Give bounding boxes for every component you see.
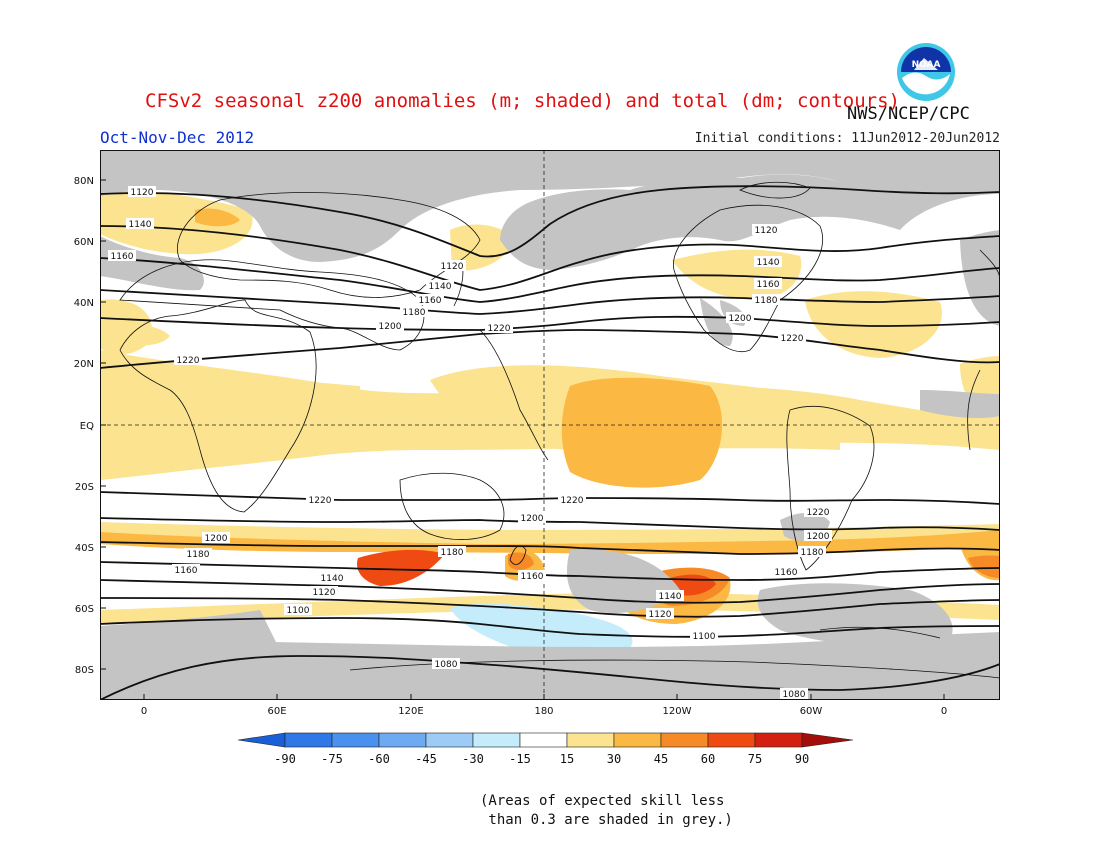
contour-label-1220-pacific: 1220 [488,324,511,334]
colorbar-swatch [331,732,380,748]
lon-label-120w: 120W [663,706,692,717]
colorbar-swatch [613,732,662,748]
lat-label-20s: 20S [75,482,94,493]
contour-label-1220-south-3: 1220 [807,508,830,518]
contour-label-1160-south: 1160 [175,566,198,576]
colorbar-label: -60 [368,752,390,766]
lat-label-60s: 60S [75,604,94,615]
contour-label-1140-south: 1140 [321,574,344,584]
forecast-period: Oct-Nov-Dec 2012 [100,128,255,147]
contour-lines [100,185,1000,700]
colorbar-swatch [472,732,521,748]
colorbar-label: 15 [560,752,574,766]
colorbar-label: 30 [607,752,621,766]
contour-label-1180-south-2: 1180 [441,548,464,558]
contour-label-1080-south-2: 1080 [783,690,806,700]
colorbar-label: 45 [654,752,668,766]
lat-label-40s: 40S [75,543,94,554]
contour-label-1200-atl: 1200 [729,314,752,324]
lon-axis: 0 60E 120E 180 120W 60W 0 [141,706,947,717]
lat-axis: 80N 60N 40N 20N EQ 20S 40S 60S 80S [74,176,94,676]
contour-label-1220: 1220 [177,356,200,366]
colorbar-swatches [238,732,854,748]
contour-label-1200-south-2: 1200 [205,534,228,544]
colorbar-swatch [801,732,854,748]
map-title: CFSv2 seasonal z200 anomalies (m; shaded… [145,90,900,112]
lat-label-40n: 40N [74,298,94,309]
colorbar-swatch [238,732,286,748]
contour-label-1220-south: 1220 [309,496,332,506]
colorbar-label: -90 [274,752,296,766]
contour-label-1160-pacific: 1160 [419,296,442,306]
lat-label-20n: 20N [74,359,94,370]
contour-label-1080-south: 1080 [435,660,458,670]
colorbar-swatch [284,732,333,748]
skill-note: (Areas of expected skill less than 0.3 a… [480,793,733,828]
logo-text: NOAA [912,60,941,70]
lon-label-60w: 60W [800,706,823,717]
contour-label-1120-south: 1120 [313,588,336,598]
contour-label-1100-south-2: 1100 [693,632,716,642]
contour-labels: 1120 1140 1160 1220 1120 1140 1160 1180 … [108,186,832,700]
lon-label-0: 0 [141,706,147,717]
contour-label-1140-pacific: 1140 [429,282,452,292]
contour-label-1160: 1160 [111,252,134,262]
contour-label-1200-south: 1200 [521,514,544,524]
contour-label-1180-south: 1180 [187,550,210,560]
contour-label-1100-south: 1100 [287,606,310,616]
contour-label-1120-atl: 1120 [755,226,778,236]
noaa-logo-icon: NOAA [897,43,955,101]
colorbar-label: -75 [321,752,343,766]
lat-label-60n: 60N [74,237,94,248]
contour-label-1180-south-3: 1180 [801,548,824,558]
colorbar-label: 75 [748,752,762,766]
colorbar-label: -30 [462,752,484,766]
lon-label-0-east: 0 [941,706,947,717]
contour-label-1140-atl: 1140 [757,258,780,268]
anomaly-map: 1120 1140 1160 1220 1120 1140 1160 1180 … [100,150,1000,700]
colorbar-label: 60 [701,752,715,766]
colorbar-labels: -90 -75 -60 -45 -30 -15 15 30 45 60 75 90 [274,752,809,766]
colorbar-swatch [566,732,615,748]
contour-label-1220-south-2: 1220 [561,496,584,506]
skill-mask-regions [100,150,1000,700]
contour-label-1120: 1120 [131,188,154,198]
colorbar-label: -15 [509,752,531,766]
initial-conditions: Initial conditions: 11Jun2012-20Jun2012 [694,131,1000,146]
contour-label-1200-south-3: 1200 [807,532,830,542]
contour-label-1220-atl: 1220 [781,334,804,344]
lat-label-eq: EQ [80,421,94,432]
contour-label-1140: 1140 [129,220,152,230]
lat-label-80s: 80S [75,665,94,676]
colorbar-swatch [754,732,803,748]
lon-label-180: 180 [534,706,553,717]
colorbar-swatch [425,732,474,748]
colorbar-swatch [660,732,709,748]
colorbar: -90 -75 -60 -45 -30 -15 15 30 45 60 75 90 [238,732,854,766]
agency-label: NWS/NCEP/CPC [847,104,970,124]
lon-label-120e: 120E [398,706,423,717]
lon-label-60e: 60E [267,706,286,717]
lat-label-80n: 80N [74,176,94,187]
contour-label-1180-atl: 1180 [755,296,778,306]
colorbar-label: 90 [795,752,809,766]
contour-label-1180-pacific: 1180 [403,308,426,318]
colorbar-swatch [707,732,756,748]
contour-label-1160-south-3: 1160 [775,568,798,578]
colorbar-swatch [378,732,427,748]
contour-label-1160-atl: 1160 [757,280,780,290]
contour-label-1160-south-2: 1160 [521,572,544,582]
contour-label-1120-south-2: 1120 [649,610,672,620]
contour-label-1140-south-2: 1140 [659,592,682,602]
colorbar-label: -45 [415,752,437,766]
contour-label-1120-pacific: 1120 [441,262,464,272]
map-ticks [100,179,945,700]
contour-label-1200-pacific: 1200 [379,322,402,332]
colorbar-swatch [519,732,568,748]
